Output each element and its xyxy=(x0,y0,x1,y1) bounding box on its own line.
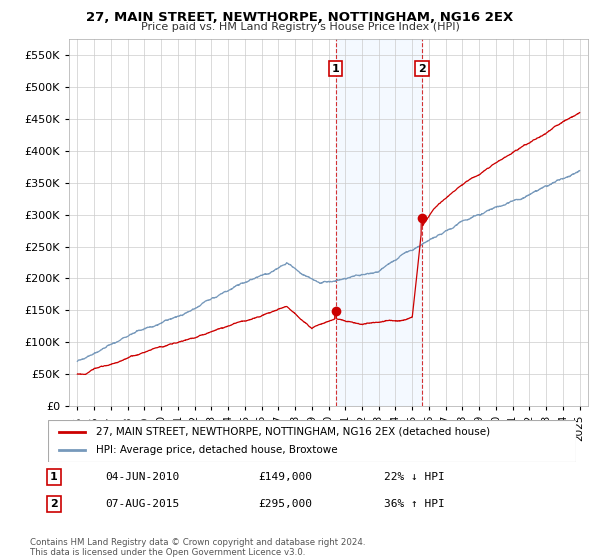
Text: 04-JUN-2010: 04-JUN-2010 xyxy=(105,472,179,482)
Text: £149,000: £149,000 xyxy=(258,472,312,482)
Text: 2: 2 xyxy=(50,499,58,509)
Text: £295,000: £295,000 xyxy=(258,499,312,509)
Text: 1: 1 xyxy=(332,63,340,73)
Text: 36% ↑ HPI: 36% ↑ HPI xyxy=(384,499,445,509)
FancyBboxPatch shape xyxy=(48,420,576,462)
Text: HPI: Average price, detached house, Broxtowe: HPI: Average price, detached house, Brox… xyxy=(95,445,337,455)
Text: 2: 2 xyxy=(418,63,426,73)
Text: 07-AUG-2015: 07-AUG-2015 xyxy=(105,499,179,509)
Text: 1: 1 xyxy=(50,472,58,482)
Text: 27, MAIN STREET, NEWTHORPE, NOTTINGHAM, NG16 2EX (detached house): 27, MAIN STREET, NEWTHORPE, NOTTINGHAM, … xyxy=(95,427,490,437)
Text: 27, MAIN STREET, NEWTHORPE, NOTTINGHAM, NG16 2EX: 27, MAIN STREET, NEWTHORPE, NOTTINGHAM, … xyxy=(86,11,514,24)
Text: 22% ↓ HPI: 22% ↓ HPI xyxy=(384,472,445,482)
Bar xyxy=(335,39,422,406)
Text: Contains HM Land Registry data © Crown copyright and database right 2024.
This d: Contains HM Land Registry data © Crown c… xyxy=(30,538,365,557)
Text: Price paid vs. HM Land Registry's House Price Index (HPI): Price paid vs. HM Land Registry's House … xyxy=(140,22,460,32)
